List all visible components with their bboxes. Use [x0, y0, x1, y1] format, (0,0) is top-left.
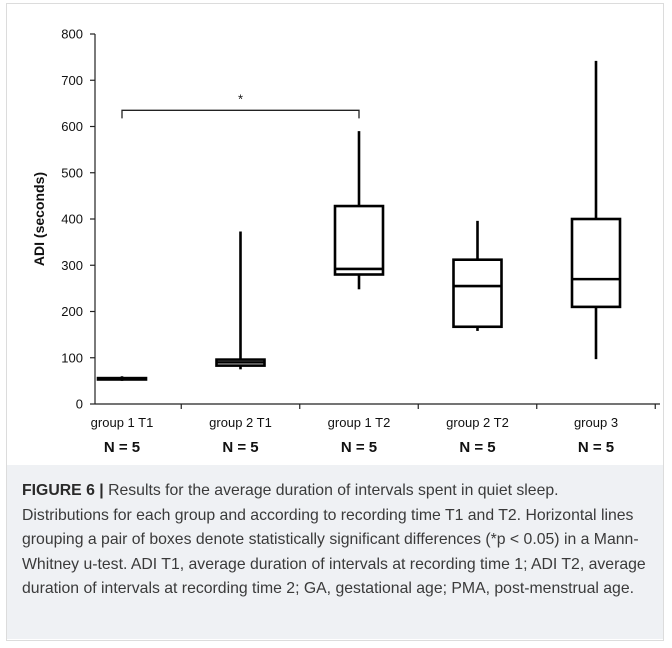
x-tick-label: group 1 T2	[328, 415, 391, 430]
caption-body: Results for the average duration of inte…	[22, 482, 646, 598]
n-label: N = 5	[459, 439, 495, 456]
x-tick-label: group 2 T2	[446, 415, 509, 430]
x-tick-label: group 3	[574, 415, 618, 430]
caption-text: FIGURE 6 | Results for the average durat…	[22, 479, 649, 602]
box-group-1-t1	[96, 376, 148, 381]
box-group-2-t1	[215, 231, 266, 370]
significance-bracket: *	[121, 91, 360, 119]
y-tick-label: 100	[61, 350, 83, 365]
y-tick-label: 700	[61, 73, 83, 88]
box-group-2-t2	[452, 220, 503, 331]
y-tick-label: 800	[61, 27, 83, 42]
y-tick-label: 0	[76, 397, 83, 412]
figure-caption: FIGURE 6 | Results for the average durat…	[7, 465, 663, 639]
y-tick-label: 500	[61, 165, 83, 180]
y-tick-label: 300	[61, 258, 83, 273]
x-tick-label: group 1 T1	[91, 415, 154, 430]
n-label: N = 5	[104, 439, 140, 456]
iqr-box	[570, 217, 622, 309]
box-group-3	[570, 60, 622, 360]
y-tick-label: 600	[61, 119, 83, 134]
significance-label: *	[238, 91, 243, 106]
axis-labels: ADI (seconds) group 1 T1 N = 5 group 2 T1 N …	[31, 172, 618, 456]
iqr-box	[452, 258, 503, 329]
axes: 0 100 200 300 400 500 600 700 800	[61, 27, 660, 412]
iqr-box	[333, 204, 385, 276]
n-label: N = 5	[578, 439, 614, 456]
box-group-1-t2	[333, 131, 385, 290]
n-label: N = 5	[222, 439, 258, 456]
y-tick-label: 200	[61, 304, 83, 319]
x-tick-label: group 2 T1	[209, 415, 272, 430]
y-axis-label: ADI (seconds)	[31, 172, 47, 266]
n-label: N = 5	[341, 439, 377, 456]
box-marks: *	[96, 60, 622, 381]
bracket-line	[121, 109, 360, 119]
box-plot-chart: 0 100 200 300 400 500 600 700 800 * ADI (seconds…	[31, 27, 660, 456]
y-tick-label: 400	[61, 212, 83, 227]
caption-label: FIGURE 6 |	[22, 482, 104, 499]
